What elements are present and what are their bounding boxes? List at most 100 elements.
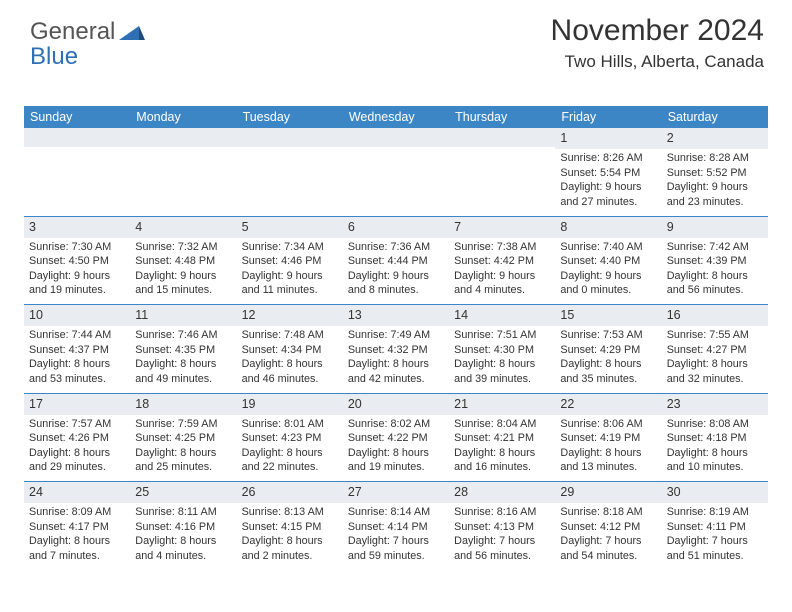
- day-body: Sunrise: 8:14 AMSunset: 4:14 PMDaylight:…: [343, 503, 449, 569]
- sunrise-text: Sunrise: 8:02 AM: [348, 417, 444, 432]
- day-cell: 8Sunrise: 7:40 AMSunset: 4:40 PMDaylight…: [555, 217, 661, 305]
- weekday-header: Wednesday: [343, 106, 449, 128]
- sunset-text: Sunset: 4:40 PM: [560, 254, 656, 269]
- sunset-text: Sunset: 4:29 PM: [560, 343, 656, 358]
- day-number: 2: [662, 128, 768, 149]
- day-cell: 21Sunrise: 8:04 AMSunset: 4:21 PMDayligh…: [449, 394, 555, 482]
- sunrise-text: Sunrise: 8:13 AM: [242, 505, 338, 520]
- day-cell: 28Sunrise: 8:16 AMSunset: 4:13 PMDayligh…: [449, 482, 555, 570]
- day-cell: 14Sunrise: 7:51 AMSunset: 4:30 PMDayligh…: [449, 305, 555, 393]
- weekday-header: Friday: [555, 106, 661, 128]
- sunset-text: Sunset: 4:11 PM: [667, 520, 763, 535]
- day-number: 11: [130, 305, 236, 326]
- sunset-text: Sunset: 4:50 PM: [29, 254, 125, 269]
- day-number: 5: [237, 217, 343, 238]
- day-cell: 26Sunrise: 8:13 AMSunset: 4:15 PMDayligh…: [237, 482, 343, 570]
- daylight-text: Daylight: 8 hours and 4 minutes.: [135, 534, 231, 563]
- day-cell: 29Sunrise: 8:18 AMSunset: 4:12 PMDayligh…: [555, 482, 661, 570]
- week-row: 1Sunrise: 8:26 AMSunset: 5:54 PMDaylight…: [24, 128, 768, 216]
- sunrise-text: Sunrise: 8:26 AM: [560, 151, 656, 166]
- daylight-text: Daylight: 7 hours and 59 minutes.: [348, 534, 444, 563]
- sunrise-text: Sunrise: 8:06 AM: [560, 417, 656, 432]
- day-number: 24: [24, 482, 130, 503]
- sunrise-text: Sunrise: 7:40 AM: [560, 240, 656, 255]
- sunset-text: Sunset: 4:18 PM: [667, 431, 763, 446]
- sunrise-text: Sunrise: 7:48 AM: [242, 328, 338, 343]
- sunrise-text: Sunrise: 7:55 AM: [667, 328, 763, 343]
- daylight-text: Daylight: 8 hours and 42 minutes.: [348, 357, 444, 386]
- day-number: 18: [130, 394, 236, 415]
- daylight-text: Daylight: 8 hours and 2 minutes.: [242, 534, 338, 563]
- weeks-container: 1Sunrise: 8:26 AMSunset: 5:54 PMDaylight…: [24, 128, 768, 570]
- daylight-text: Daylight: 7 hours and 51 minutes.: [667, 534, 763, 563]
- sunset-text: Sunset: 4:27 PM: [667, 343, 763, 358]
- sunset-text: Sunset: 4:21 PM: [454, 431, 550, 446]
- day-number: 16: [662, 305, 768, 326]
- sunset-text: Sunset: 4:25 PM: [135, 431, 231, 446]
- sunrise-text: Sunrise: 7:49 AM: [348, 328, 444, 343]
- sunset-text: Sunset: 4:46 PM: [242, 254, 338, 269]
- day-body: Sunrise: 8:01 AMSunset: 4:23 PMDaylight:…: [237, 415, 343, 481]
- day-cell: [343, 128, 449, 216]
- day-number: 1: [555, 128, 661, 149]
- day-number: 8: [555, 217, 661, 238]
- sunrise-text: Sunrise: 7:36 AM: [348, 240, 444, 255]
- day-body: Sunrise: 8:16 AMSunset: 4:13 PMDaylight:…: [449, 503, 555, 569]
- day-body: Sunrise: 8:06 AMSunset: 4:19 PMDaylight:…: [555, 415, 661, 481]
- sunset-text: Sunset: 4:16 PM: [135, 520, 231, 535]
- day-cell: 17Sunrise: 7:57 AMSunset: 4:26 PMDayligh…: [24, 394, 130, 482]
- sunrise-text: Sunrise: 7:51 AM: [454, 328, 550, 343]
- day-cell: 27Sunrise: 8:14 AMSunset: 4:14 PMDayligh…: [343, 482, 449, 570]
- brand-word2: Blue: [30, 43, 78, 70]
- weekday-header: Monday: [130, 106, 236, 128]
- sunset-text: Sunset: 4:39 PM: [667, 254, 763, 269]
- day-body: Sunrise: 8:09 AMSunset: 4:17 PMDaylight:…: [24, 503, 130, 569]
- day-body: Sunrise: 7:40 AMSunset: 4:40 PMDaylight:…: [555, 238, 661, 304]
- day-body: Sunrise: 8:11 AMSunset: 4:16 PMDaylight:…: [130, 503, 236, 569]
- day-cell: [130, 128, 236, 216]
- sunrise-text: Sunrise: 8:04 AM: [454, 417, 550, 432]
- day-body: Sunrise: 7:32 AMSunset: 4:48 PMDaylight:…: [130, 238, 236, 304]
- day-number: [237, 128, 343, 147]
- day-body: Sunrise: 8:26 AMSunset: 5:54 PMDaylight:…: [555, 149, 661, 215]
- sunrise-text: Sunrise: 8:19 AM: [667, 505, 763, 520]
- day-number: 25: [130, 482, 236, 503]
- daylight-text: Daylight: 7 hours and 56 minutes.: [454, 534, 550, 563]
- day-body: Sunrise: 7:55 AMSunset: 4:27 PMDaylight:…: [662, 326, 768, 392]
- header-right: November 2024 Two Hills, Alberta, Canada: [551, 14, 764, 72]
- day-cell: 5Sunrise: 7:34 AMSunset: 4:46 PMDaylight…: [237, 217, 343, 305]
- calendar: Sunday Monday Tuesday Wednesday Thursday…: [24, 106, 768, 570]
- daylight-text: Daylight: 8 hours and 56 minutes.: [667, 269, 763, 298]
- sunrise-text: Sunrise: 7:46 AM: [135, 328, 231, 343]
- daylight-text: Daylight: 8 hours and 39 minutes.: [454, 357, 550, 386]
- daylight-text: Daylight: 9 hours and 4 minutes.: [454, 269, 550, 298]
- day-number: [343, 128, 449, 147]
- day-cell: 16Sunrise: 7:55 AMSunset: 4:27 PMDayligh…: [662, 305, 768, 393]
- day-number: [130, 128, 236, 147]
- daylight-text: Daylight: 8 hours and 19 minutes.: [348, 446, 444, 475]
- day-body: Sunrise: 7:34 AMSunset: 4:46 PMDaylight:…: [237, 238, 343, 304]
- day-body: Sunrise: 7:51 AMSunset: 4:30 PMDaylight:…: [449, 326, 555, 392]
- daylight-text: Daylight: 8 hours and 7 minutes.: [29, 534, 125, 563]
- day-cell: 22Sunrise: 8:06 AMSunset: 4:19 PMDayligh…: [555, 394, 661, 482]
- day-body: Sunrise: 7:30 AMSunset: 4:50 PMDaylight:…: [24, 238, 130, 304]
- daylight-text: Daylight: 9 hours and 15 minutes.: [135, 269, 231, 298]
- sunset-text: Sunset: 4:44 PM: [348, 254, 444, 269]
- sunrise-text: Sunrise: 8:18 AM: [560, 505, 656, 520]
- sunrise-text: Sunrise: 7:53 AM: [560, 328, 656, 343]
- weekday-header: Saturday: [662, 106, 768, 128]
- sunset-text: Sunset: 4:37 PM: [29, 343, 125, 358]
- sunrise-text: Sunrise: 8:09 AM: [29, 505, 125, 520]
- sunset-text: Sunset: 4:12 PM: [560, 520, 656, 535]
- daylight-text: Daylight: 9 hours and 8 minutes.: [348, 269, 444, 298]
- sunrise-text: Sunrise: 7:30 AM: [29, 240, 125, 255]
- sunset-text: Sunset: 4:13 PM: [454, 520, 550, 535]
- day-cell: 25Sunrise: 8:11 AMSunset: 4:16 PMDayligh…: [130, 482, 236, 570]
- daylight-text: Daylight: 8 hours and 32 minutes.: [667, 357, 763, 386]
- sunrise-text: Sunrise: 7:59 AM: [135, 417, 231, 432]
- sunrise-text: Sunrise: 7:44 AM: [29, 328, 125, 343]
- sunset-text: Sunset: 4:48 PM: [135, 254, 231, 269]
- day-body: Sunrise: 8:28 AMSunset: 5:52 PMDaylight:…: [662, 149, 768, 215]
- sunrise-text: Sunrise: 8:14 AM: [348, 505, 444, 520]
- day-cell: 20Sunrise: 8:02 AMSunset: 4:22 PMDayligh…: [343, 394, 449, 482]
